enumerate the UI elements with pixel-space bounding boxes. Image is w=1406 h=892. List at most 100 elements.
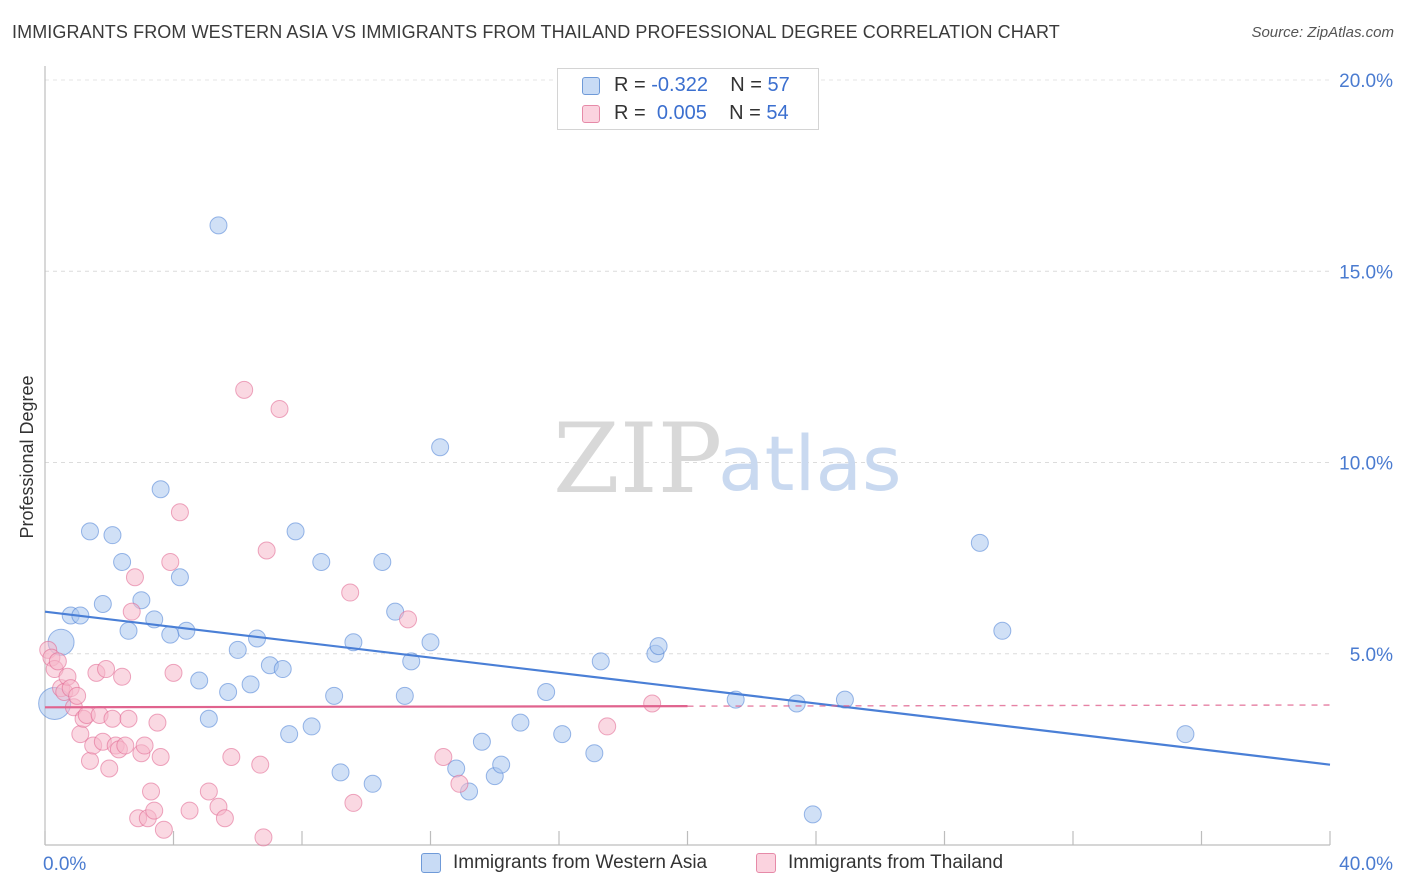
point-western-asia [970, 533, 989, 552]
trend-line-western-asia [44, 610, 1331, 766]
point-western-asia [402, 652, 421, 671]
point-thailand [251, 755, 270, 774]
trend-line-thailand [44, 705, 688, 709]
point-western-asia [835, 690, 854, 709]
point-western-asia [803, 805, 822, 824]
watermark-zip: ZIP [553, 403, 722, 515]
x-tick-label: 40.0% [1339, 854, 1393, 875]
point-thailand [145, 801, 164, 820]
point-thailand [80, 751, 99, 770]
legend-r-value: 0.005 [656, 102, 707, 124]
point-western-asia [119, 621, 138, 640]
point-western-asia [161, 625, 180, 644]
legend-n-label: N = [730, 74, 762, 96]
point-western-asia [177, 621, 196, 640]
point-thailand [122, 602, 141, 621]
y-tick-label: 15.0% [1339, 262, 1393, 283]
point-thailand [97, 660, 116, 679]
point-thailand [151, 748, 170, 767]
grid-lines [45, 79, 1330, 655]
point-western-asia [241, 675, 260, 694]
legend-label-western-asia: Immigrants from Western Asia [453, 852, 708, 873]
point-western-asia [585, 744, 604, 763]
chart-title: IMMIGRANTS FROM WESTERN ASIA VS IMMIGRAN… [12, 22, 1060, 42]
point-thailand [135, 736, 154, 755]
point-western-asia [103, 526, 122, 545]
point-western-asia [395, 686, 414, 705]
y-tick-label: 20.0% [1339, 71, 1393, 92]
point-thailand [222, 748, 241, 767]
legend-swatch-thailand [756, 853, 776, 873]
point-thailand [215, 809, 234, 828]
point-western-asia [93, 595, 112, 614]
point-thailand [142, 782, 161, 801]
legend-r-value: -0.322 [651, 74, 708, 96]
source-credit: Source: ZipAtlas.com [1251, 24, 1394, 41]
point-thailand [180, 801, 199, 820]
watermark-atlas: atlas [718, 419, 902, 508]
point-western-asia [431, 438, 450, 457]
trend-lines [44, 610, 1331, 766]
x-tick-label: 0.0% [43, 854, 86, 875]
point-thailand [125, 568, 144, 587]
point-western-asia [286, 522, 305, 541]
data-points [38, 216, 1195, 847]
point-western-asia [421, 633, 440, 652]
point-thailand [257, 541, 276, 560]
point-thailand [254, 828, 273, 847]
point-thailand [450, 774, 469, 793]
point-thailand [643, 694, 662, 713]
point-western-asia [219, 683, 238, 701]
point-western-asia [228, 640, 247, 659]
point-western-asia [472, 732, 491, 751]
point-western-asia [170, 568, 189, 587]
y-axis-label: Professional Degree [17, 375, 37, 538]
legend-label-thailand: Immigrants from Thailand [788, 852, 1004, 873]
point-western-asia [199, 709, 218, 728]
y-tick-label: 10.0% [1339, 454, 1393, 475]
point-western-asia [273, 660, 292, 679]
stats-legend: R = -0.322 N = 57 R = 0.005 N = 54 [557, 68, 819, 130]
point-thailand [161, 552, 180, 571]
point-western-asia [649, 637, 668, 656]
point-western-asia [373, 552, 392, 571]
point-western-asia [511, 713, 530, 732]
point-western-asia [151, 480, 170, 499]
point-thailand [170, 503, 189, 522]
point-western-asia [537, 683, 556, 701]
point-western-asia [363, 774, 382, 793]
point-western-asia [302, 717, 321, 736]
point-thailand [116, 736, 135, 755]
point-thailand [119, 709, 138, 728]
point-thailand [164, 663, 183, 682]
point-thailand [341, 583, 360, 602]
point-western-asia [787, 694, 806, 713]
y-tick-label: 5.0% [1350, 645, 1393, 666]
point-thailand [399, 610, 418, 629]
point-western-asia [553, 725, 572, 744]
legend-n-label: N = [729, 102, 761, 124]
legend-swatch-thailand [582, 105, 600, 123]
legend-n-value: 54 [766, 102, 789, 124]
y-tick-labels: 5.0% 10.0% 15.0% 20.0% [1339, 71, 1393, 666]
point-thailand [199, 782, 218, 801]
point-western-asia [492, 755, 511, 774]
point-western-asia [209, 216, 228, 235]
point-western-asia [993, 621, 1012, 640]
legend-swatch-western-asia [582, 77, 600, 95]
point-western-asia [80, 522, 99, 541]
point-western-asia [113, 552, 132, 571]
point-thailand [103, 709, 122, 728]
point-western-asia [280, 725, 299, 744]
point-thailand [48, 652, 67, 671]
point-western-asia [331, 763, 350, 782]
point-western-asia [312, 552, 331, 571]
point-thailand [598, 717, 617, 736]
point-thailand [148, 713, 167, 732]
legend-r-label: R = [614, 102, 646, 124]
point-thailand [434, 748, 453, 767]
point-western-asia [1176, 725, 1195, 744]
legend-n-value: 57 [767, 74, 790, 96]
point-western-asia [344, 633, 363, 652]
